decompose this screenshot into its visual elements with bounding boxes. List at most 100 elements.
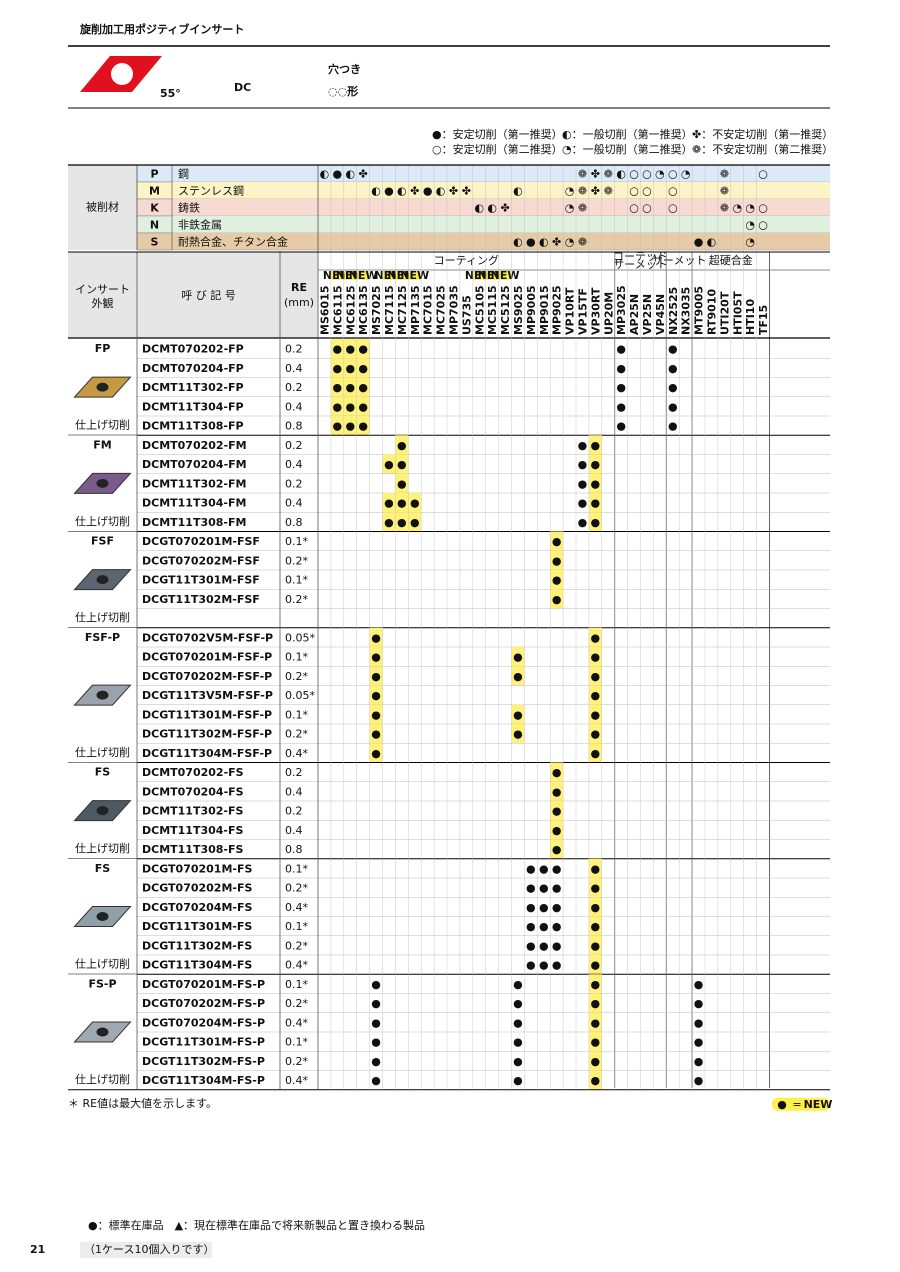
new-cell — [395, 435, 409, 455]
workpiece-mark: ● — [333, 168, 343, 181]
stock-mark: ● — [371, 747, 381, 760]
workpiece-name: 非鉄金属 — [178, 218, 222, 232]
workpiece-row-bg — [137, 199, 830, 216]
grade-name: MP9025 — [551, 285, 564, 335]
workpiece-mark: ◐ — [474, 202, 484, 215]
insert-re: 0.4 — [285, 497, 303, 510]
stock-mark: ● — [513, 1036, 523, 1049]
workpiece-mark: ○ — [642, 185, 652, 198]
insert-code: DCMT11T304-FM — [142, 497, 246, 510]
insert-code: DCGT11T301M-FS-P — [142, 1036, 265, 1049]
footnote: ＊ RE値は最大値を示します。 — [68, 1096, 217, 1110]
stock-mark: ● — [578, 439, 588, 452]
new-tag-bg — [331, 271, 344, 280]
insert-code: DCMT070202-FS — [142, 766, 244, 779]
insert-re: 0.2 — [285, 343, 303, 356]
insert-code: DCMT11T302-FM — [142, 477, 246, 490]
insert-code: DCMT11T308-FS — [142, 843, 244, 856]
group-note: 仕上げ切削 — [75, 1072, 130, 1086]
new-tag-bg — [486, 271, 499, 280]
new-cell — [369, 627, 383, 647]
grade-name: MC7015 — [422, 285, 435, 335]
stock-mark: ● — [591, 997, 601, 1010]
new-tag-bg — [344, 271, 357, 280]
grade-name: MC7115 — [383, 285, 396, 335]
new-tag-bg — [499, 271, 511, 280]
legend-item: ❁：不安定切削（第二推奨） — [692, 142, 833, 156]
workpiece-mark: ◔ — [655, 168, 665, 181]
insert-hole — [96, 912, 109, 921]
insert-hole — [96, 382, 109, 392]
workpiece-code: K — [150, 202, 159, 215]
new-cell — [395, 473, 409, 493]
insert-re: 0.8 — [285, 516, 303, 529]
workpiece-mark: ✤ — [410, 185, 419, 198]
insert-code: DCGT11T304M-FS-P — [142, 1074, 265, 1087]
insert-re: 0.2* — [285, 882, 308, 895]
stock-mark: ● — [513, 978, 523, 991]
new-tag-bg — [383, 271, 395, 280]
insert-code: DCGT11T302M-FS — [142, 939, 252, 952]
new-cell — [511, 666, 525, 686]
insert-re: 0.2* — [285, 1055, 308, 1068]
workpiece-mark: ◔ — [565, 236, 575, 249]
stock-mark: ● — [526, 862, 536, 875]
stock-mark: ● — [371, 708, 381, 721]
stock-mark: ● — [552, 805, 562, 818]
workpiece-code: M — [149, 185, 160, 198]
workpiece-row-bg — [137, 182, 830, 199]
workpiece-mark: ✤ — [591, 185, 600, 198]
insert-re: 0.2 — [285, 805, 303, 818]
stock-mark: ● — [333, 420, 343, 433]
stock-mark: ● — [333, 343, 343, 356]
new-cell — [588, 1012, 602, 1032]
workpiece-mark: ◐ — [513, 185, 523, 198]
workpiece-mark: ○ — [758, 168, 768, 181]
grade-name: VP15TF — [576, 288, 589, 335]
new-cell — [382, 454, 396, 474]
workpiece-mark: ◔ — [565, 202, 575, 215]
new-cell — [588, 858, 602, 878]
stock-mark: ● — [345, 343, 355, 356]
new-cell — [588, 493, 602, 513]
legend-item: ●：安定切削（第一推奨） — [432, 127, 563, 141]
insert-code: DCMT070202-FM — [142, 439, 247, 452]
appearance-header: 外観 — [92, 296, 114, 310]
stock-mark: ● — [513, 708, 523, 721]
insert-re: 0.1* — [285, 920, 308, 933]
stock-mark: ● — [694, 1074, 704, 1087]
stock-mark: ● — [397, 458, 407, 471]
insert-code: DCGT11T302M-FSF — [142, 593, 260, 606]
group-label: FSF-P — [85, 631, 120, 644]
workpiece-mark: ◔ — [745, 202, 755, 215]
new-cell — [588, 743, 602, 763]
new-tag: NEW — [349, 269, 378, 282]
grade-name: MP7035 — [447, 285, 460, 335]
grade-name: MC6115 — [331, 285, 344, 335]
grade-name: VP45N — [654, 294, 667, 335]
new-cell — [588, 1051, 602, 1071]
insert-hole — [96, 478, 109, 488]
new-cell — [588, 1032, 602, 1052]
new-cell — [343, 416, 357, 436]
workpiece-name: ステンレス鋼 — [178, 184, 244, 198]
new-cell — [588, 993, 602, 1013]
workpiece-mark: ◐ — [616, 168, 626, 181]
new-cell — [356, 358, 370, 378]
hole-type: 穴つき — [328, 62, 361, 76]
workpiece-name: 鋳鉄 — [178, 201, 200, 215]
new-cell — [343, 377, 357, 397]
insert-code: DCMT11T302-FS — [142, 805, 244, 818]
workpiece-mark: ◐ — [513, 236, 523, 249]
stock-mark: ● — [591, 1036, 601, 1049]
new-cell — [588, 685, 602, 705]
new-cell — [550, 781, 564, 801]
new-cell — [550, 589, 564, 609]
insert-hole — [96, 575, 109, 585]
insert-re: 0.2 — [285, 477, 303, 490]
insert-code: DCMT11T308-FM — [142, 516, 246, 529]
pack-bg — [80, 1242, 212, 1258]
workpiece-mark: ◐ — [397, 185, 407, 198]
stock-mark: ● — [591, 631, 601, 644]
